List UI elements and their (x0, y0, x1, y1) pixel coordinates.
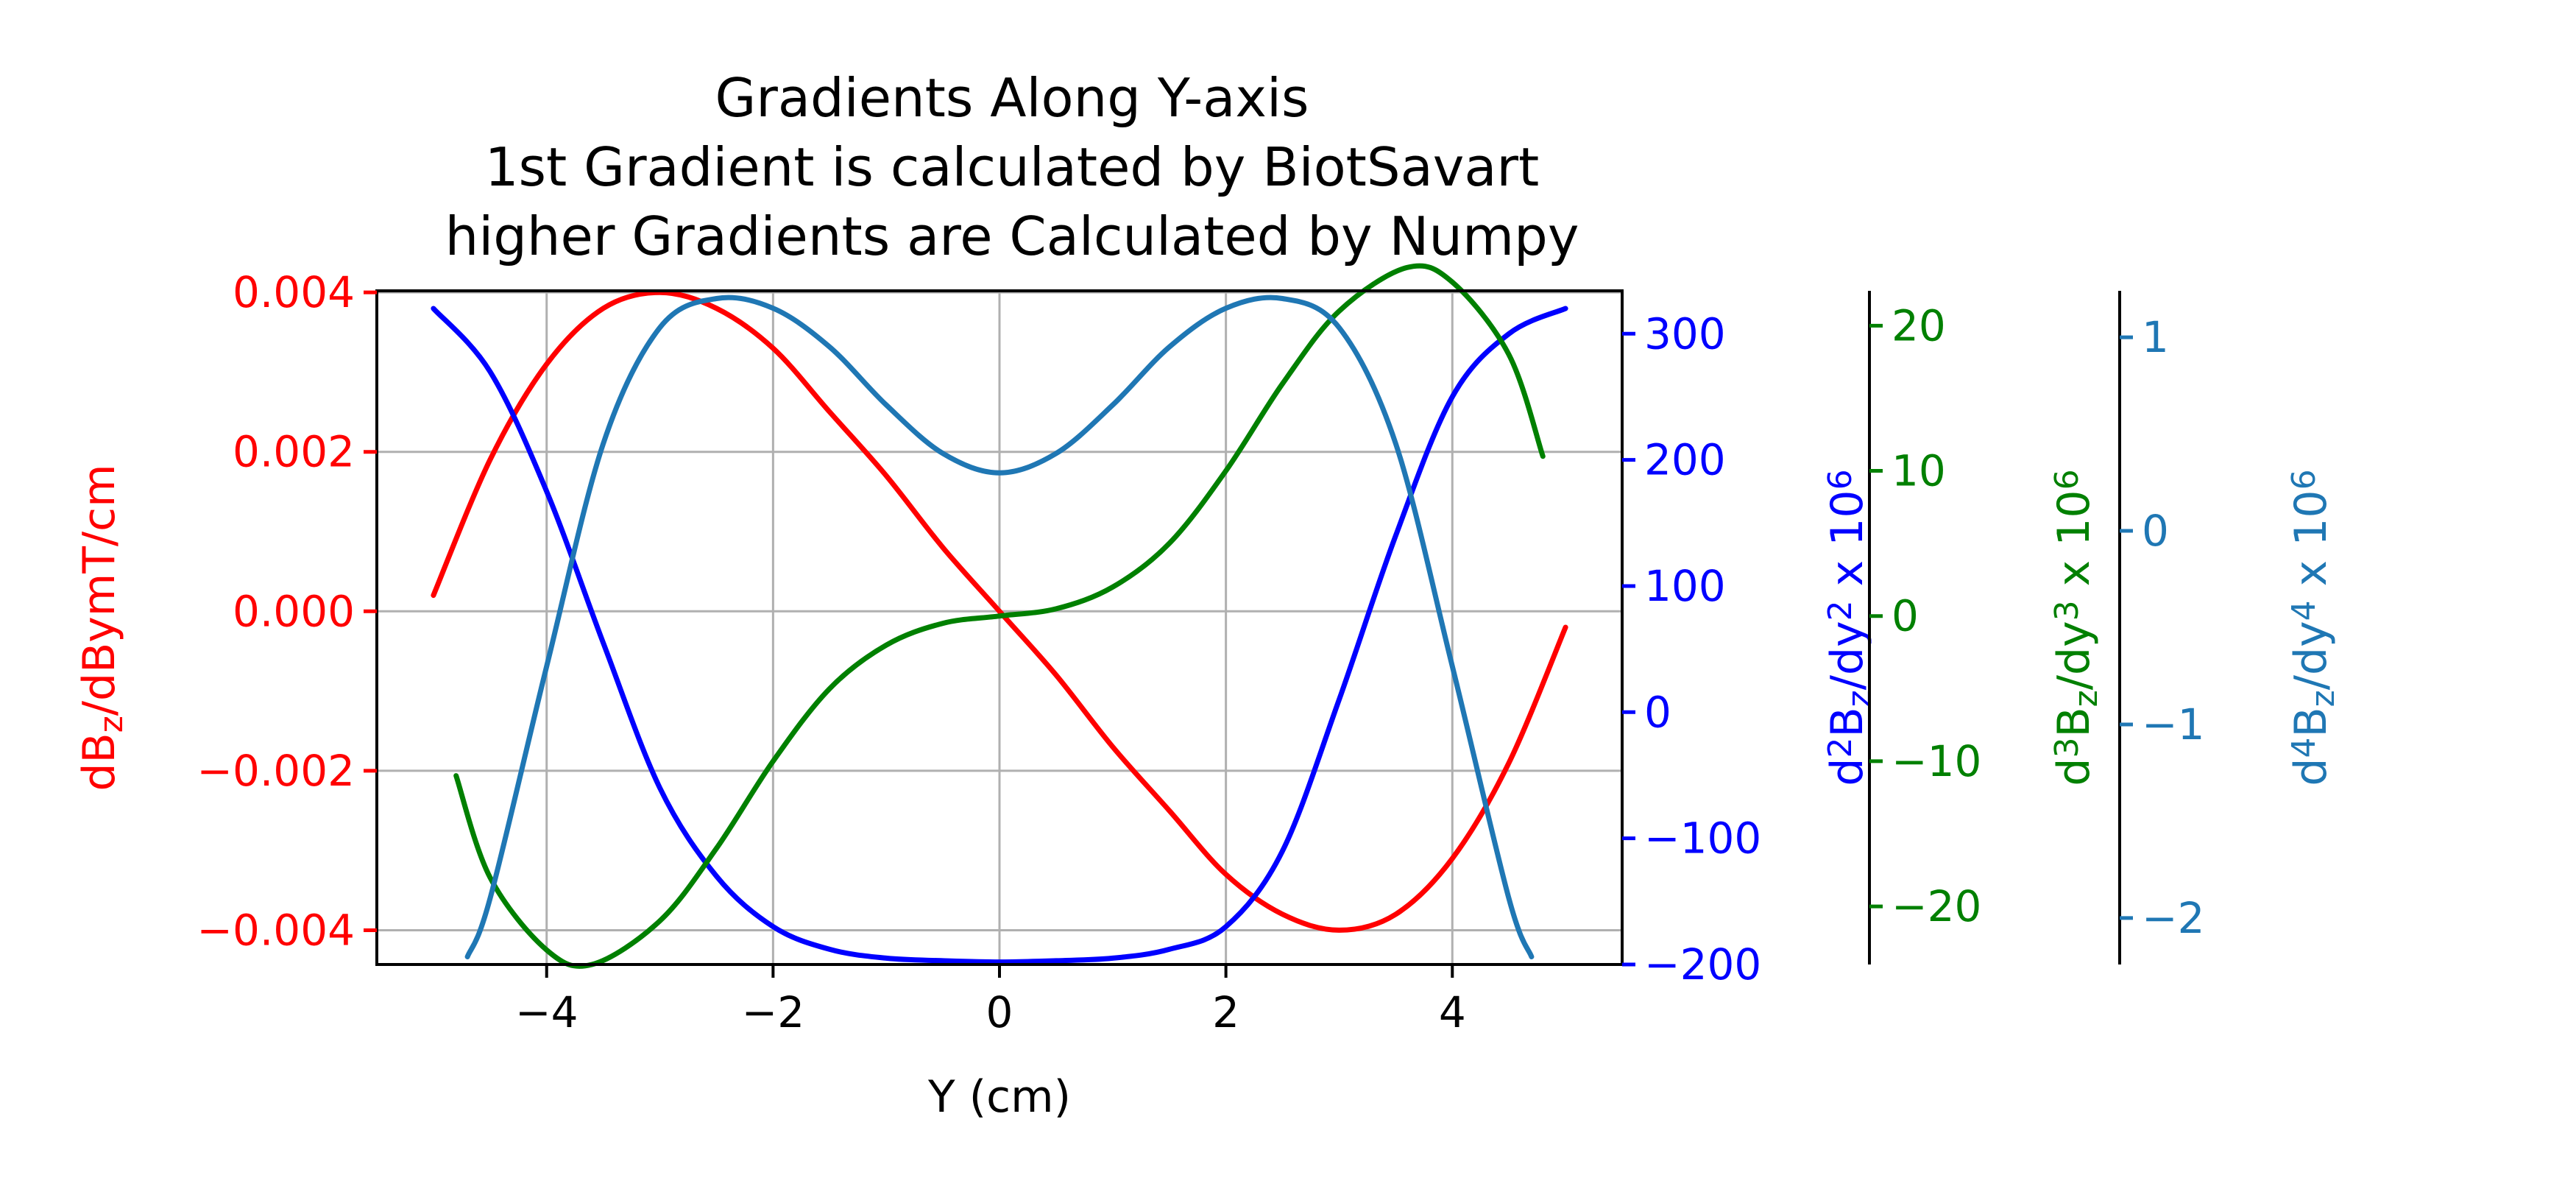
y-tick-label-a2-3: 0 (1644, 687, 1671, 737)
y-tick-label-a4-3: −2 (2142, 893, 2205, 943)
y-axis-label-a4: d4Bz/dy4 x 106 (2285, 469, 2342, 786)
x-tick-label-4: 4 (1439, 987, 1466, 1037)
x-tick-label-3: 2 (1212, 987, 1239, 1037)
y-axis-label-a3: d3Bz/dy3 x 106 (2048, 469, 2105, 786)
x-axis-label: Y (cm) (927, 1071, 1071, 1123)
y-tick-label-a1-0: 0.004 (233, 267, 355, 317)
y-tick-label-a3-2: 0 (1892, 591, 1919, 641)
x-axis: −4 −2 0 2 4 (515, 964, 1466, 1037)
y-axis-a4: 1 0 −1 −2 d4Bz/dy4 x 106 (2118, 291, 2342, 964)
series-line-a1 (431, 289, 1568, 933)
y-tick-label-a3-0: 20 (1892, 300, 1946, 350)
y-tick-label-a2-5: −200 (1644, 939, 1761, 990)
series-line-a4 (464, 294, 1535, 959)
series-line-a3 (453, 263, 1546, 969)
y-tick-label-a2-2: 100 (1644, 561, 1726, 611)
chart-title-line-1: Gradients Along Y-axis (715, 67, 1309, 129)
series-line-a2 (431, 306, 1568, 965)
x-tick-label-2: 0 (986, 987, 1013, 1037)
y-tick-label-a1-4: −0.004 (197, 905, 355, 955)
y-tick-label-a4-0: 1 (2142, 312, 2169, 362)
y-tick-label-a3-1: 10 (1892, 446, 1946, 496)
y-axis-label-a2: d2Bz/dy2 x 106 (1822, 469, 1878, 786)
y-tick-label-a2-0: 300 (1644, 308, 1726, 359)
y-tick-label-a1-1: 0.002 (233, 427, 355, 477)
y-tick-label-a4-2: −1 (2142, 699, 2205, 750)
y-axis-a1: 0.004 0.002 0.000 −0.002 −0.004 dBz/dBymT/cm (74, 267, 378, 964)
y-axis-label-a1: dBz/dBymT/cm (74, 464, 130, 791)
y-axis-a3: 20 10 0 −10 −20 d3Bz/dy3 x 106 (1868, 291, 2105, 964)
x-tick-label-1: −2 (742, 987, 805, 1037)
y-tick-label-a3-4: −20 (1892, 881, 1981, 931)
y-tick-label-a2-4: −100 (1644, 814, 1761, 864)
chart-title-line-2: 1st Gradient is calculated by BiotSavart (485, 136, 1540, 198)
series-lines (431, 263, 1568, 969)
grid (377, 291, 1622, 964)
x-tick-label-0: −4 (515, 987, 578, 1037)
y-tick-label-a1-2: 0.000 (233, 586, 355, 636)
chart-title-line-3: higher Gradients are Calculated by Numpy (445, 205, 1579, 267)
y-axes: 0.004 0.002 0.000 −0.002 −0.004 dBz/dBymT/cm 3… (74, 267, 2342, 990)
y-axis-a2: 300 200 100 0 −100 −200 d2Bz/dy2 x 106 (1621, 291, 1878, 990)
chart-title: Gradients Along Y-axis 1st Gradient is c… (445, 67, 1579, 267)
y-tick-label-a2-1: 200 (1644, 435, 1726, 485)
y-tick-label-a1-3: −0.002 (197, 746, 355, 796)
y-tick-label-a4-1: 0 (2142, 506, 2169, 556)
y-tick-label-a3-3: −10 (1892, 736, 1981, 786)
